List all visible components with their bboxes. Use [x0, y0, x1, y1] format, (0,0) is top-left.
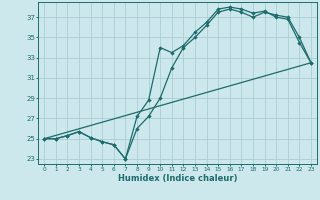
X-axis label: Humidex (Indice chaleur): Humidex (Indice chaleur) — [118, 174, 237, 183]
